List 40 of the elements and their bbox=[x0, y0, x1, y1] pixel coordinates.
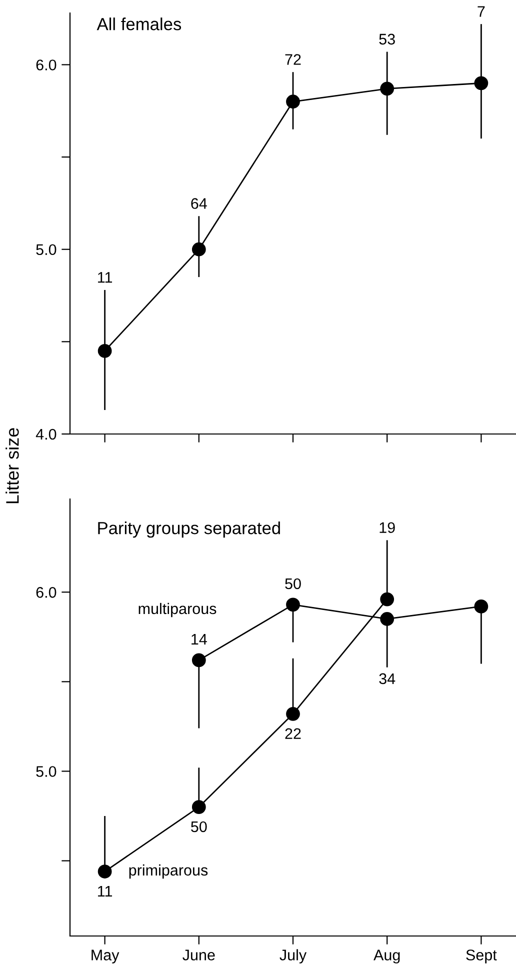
annotation: 19 bbox=[380, 522, 395, 534]
point bbox=[98, 344, 112, 358]
point bbox=[380, 592, 394, 606]
series-label: multiparous bbox=[138, 602, 216, 618]
annotation: 11 bbox=[98, 886, 112, 896]
x-tick-label: June bbox=[182, 950, 215, 960]
x-tick-label: Aug bbox=[374, 950, 400, 964]
y-tick-label: 5.0 bbox=[36, 766, 56, 777]
series-label: primiparous bbox=[129, 864, 208, 879]
text: Parity groups separated bbox=[98, 522, 280, 538]
annotation: 50 bbox=[285, 578, 301, 590]
point bbox=[286, 706, 300, 721]
x-tick-label: July bbox=[280, 949, 307, 964]
point bbox=[474, 600, 488, 614]
point bbox=[474, 76, 488, 90]
x-tick-label: Sept bbox=[466, 950, 497, 964]
annotation: 11 bbox=[98, 272, 112, 283]
annotation: 64 bbox=[191, 198, 207, 209]
point bbox=[286, 94, 300, 109]
point bbox=[98, 864, 112, 878]
annotation: 53 bbox=[379, 34, 395, 45]
annotation: 34 bbox=[379, 673, 396, 684]
y-tick-label: 6.0 bbox=[36, 587, 56, 598]
annotation: 14 bbox=[192, 634, 207, 645]
annotation: 22 bbox=[285, 728, 301, 739]
point bbox=[192, 242, 206, 256]
y-axis-title: Litter size bbox=[6, 428, 19, 504]
y-tick-label: 4.0 bbox=[36, 428, 56, 440]
point bbox=[380, 612, 394, 626]
point bbox=[380, 82, 394, 96]
annotation: 50 bbox=[191, 821, 207, 832]
annotation: 72 bbox=[285, 54, 301, 65]
annotation: 7 bbox=[478, 6, 485, 17]
point bbox=[286, 598, 300, 612]
x-tick-label: May bbox=[92, 950, 120, 964]
point bbox=[192, 653, 206, 668]
chart-title: All females bbox=[96, 18, 182, 30]
point bbox=[192, 800, 206, 814]
y-tick-label: 6.0 bbox=[36, 60, 56, 70]
y-tick-label: 5.0 bbox=[36, 244, 56, 256]
